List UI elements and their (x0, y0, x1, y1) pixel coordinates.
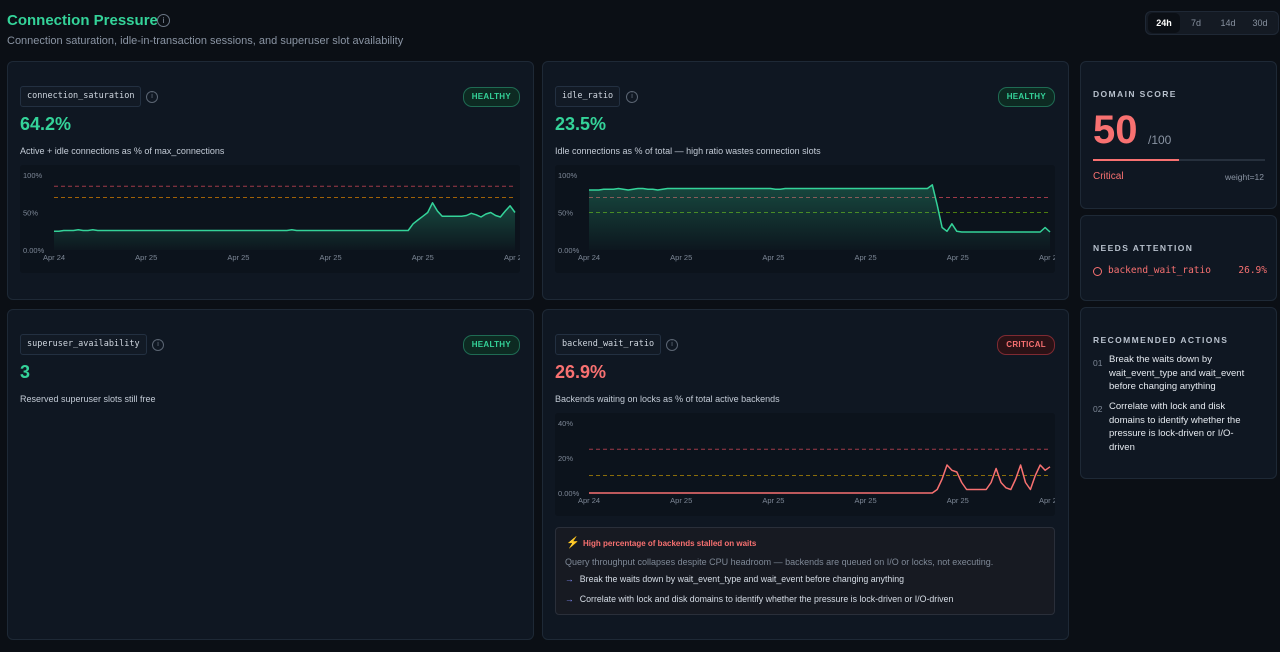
x-tick-label: Apr 25 (762, 253, 784, 262)
series-area (54, 202, 515, 250)
info-icon[interactable]: i (152, 339, 164, 351)
info-icon[interactable]: i (146, 91, 158, 103)
needs-attention-label: NEEDS ATTENTION (1093, 243, 1194, 253)
domain-score-panel: DOMAIN SCORE 50 /100 Critical weight=12 (1080, 61, 1277, 209)
arrow-right-icon: → (565, 574, 574, 584)
domain-score-weight: weight=12 (1225, 172, 1264, 182)
y-tick-label: 100% (558, 171, 578, 180)
x-tick-label: Apr 25 (135, 253, 157, 262)
alert-text: Query throughput collapses despite CPU h… (565, 557, 994, 567)
action-number: 01 (1093, 358, 1103, 368)
action-number: 02 (1093, 404, 1103, 414)
metric-name-tag: superuser_availability (20, 334, 147, 355)
x-tick-label: Apr 25 (1039, 253, 1055, 262)
page-subtitle: Connection saturation, idle-in-transacti… (7, 35, 404, 47)
action-text: Correlate with lock and disk domains to … (1109, 401, 1241, 453)
x-tick-label: Apr 24 (43, 253, 65, 262)
chart-background (555, 413, 1055, 516)
page-title: Connection Pressure (7, 12, 158, 29)
range-tab-7d[interactable]: 7d (1190, 18, 1201, 28)
metric-value: 23.5% (555, 114, 607, 134)
series-line (589, 184, 1051, 233)
alert-box: ⚡ High percentage of backends stalled on… (555, 527, 1055, 615)
range-tab-30d[interactable]: 30d (1252, 18, 1268, 28)
x-tick-label: Apr 25 (227, 253, 249, 262)
alert-circle-icon (1093, 267, 1102, 276)
recommended-actions-panel: RECOMMENDED ACTIONS 01 Break the waits d… (1080, 307, 1277, 479)
x-tick-label: Apr 24 (578, 496, 600, 505)
metric-card-superuser-availability: superuser_availability i HEALTHY 3 Reser… (7, 309, 534, 640)
status-badge: HEALTHY (462, 335, 520, 355)
series-area (589, 184, 1050, 250)
domain-score-max: /100 (1148, 133, 1172, 147)
needs-attention-panel: NEEDS ATTENTION backend_wait_ratio 26.9% (1080, 215, 1277, 301)
info-icon[interactable]: i (626, 91, 638, 103)
x-tick-label: Apr 24 (578, 253, 600, 262)
x-tick-label: Apr 25 (670, 253, 692, 262)
metric-value: 64.2% (20, 114, 72, 134)
domain-score-progress-bar (1093, 159, 1265, 161)
attention-item[interactable]: backend_wait_ratio 26.9% (1093, 265, 1267, 279)
idle-ratio-chart: 100% 50% 0.00%Apr 24 Apr 25 Apr 25 Apr 25 Apr … (555, 165, 1055, 273)
x-tick-label: Apr 25 (947, 253, 969, 262)
y-tick-label: 50% (23, 209, 38, 218)
metric-description: Idle connections as % of total — high ra… (555, 146, 821, 156)
metric-value: 26.9% (555, 362, 607, 382)
metric-description: Active + idle connections as % of max_co… (20, 146, 225, 156)
metric-name-tag: connection_saturation (20, 86, 142, 107)
domain-score-status: Critical (1093, 171, 1124, 182)
metric-name-tag: idle_ratio (555, 86, 621, 107)
metric-card-connection-saturation: connection_saturation i HEALTHY 64.2% Ac… (7, 61, 534, 300)
domain-score-value: 50 (1093, 108, 1138, 152)
time-range-tabs: 24h 7d 14d 30d (1145, 11, 1279, 35)
x-tick-label: Apr 25 (855, 253, 877, 262)
domain-score-label: DOMAIN SCORE (1093, 89, 1177, 99)
lightning-icon: ⚡ (566, 537, 580, 549)
series-line (589, 464, 1051, 494)
range-tab-14d[interactable]: 14d (1220, 18, 1236, 28)
alert-action-text: Correlate with lock and disk domains to … (579, 594, 954, 604)
metric-value: 3 (20, 362, 31, 382)
y-tick-label: 50% (558, 209, 573, 218)
x-tick-label: Apr 25 (320, 253, 342, 262)
action-text: Break the waits down by wait_event_type … (1109, 354, 1245, 392)
y-tick-label: 20% (558, 454, 573, 463)
backend-wait-ratio-chart: 40% 20% 0.00%Apr 24 Apr 25 Apr 25 Apr 25 Apr 2… (555, 413, 1055, 516)
alert-action-text: Break the waits down by wait_event_type … (579, 574, 905, 584)
alert-action-item: → Correlate with lock and disk domains to… (565, 594, 953, 604)
y-tick-label: 0.00% (558, 246, 580, 255)
attention-item-value: 26.9% (1238, 265, 1267, 276)
domain-score-progress-fill (1093, 159, 1179, 161)
y-tick-label: 100% (23, 171, 43, 180)
y-tick-label: 40% (558, 419, 573, 428)
info-icon[interactable]: i (666, 339, 678, 351)
x-tick-label: Apr 25 (762, 496, 784, 505)
alert-action-item: → Break the waits down by wait_event_type… (565, 574, 904, 584)
recommended-actions-label: RECOMMENDED ACTIONS (1093, 335, 1229, 345)
metric-description: Reserved superuser slots still free (20, 394, 156, 404)
x-tick-label: Apr 25 (412, 253, 434, 262)
y-tick-label: 0.00% (558, 489, 580, 498)
x-tick-label: Apr 25 (947, 496, 969, 505)
alert-title: High percentage of backends stalled on w… (583, 539, 757, 548)
y-tick-label: 0.00% (23, 246, 45, 255)
arrow-right-icon: → (565, 594, 574, 604)
range-tab-24h[interactable]: 24h (1148, 13, 1180, 33)
series-line (54, 202, 516, 233)
info-icon[interactable]: i (157, 14, 170, 27)
x-tick-label: Apr 25 (855, 496, 877, 505)
page-header: Connection Pressure i Connection saturat… (7, 8, 1279, 52)
status-badge: HEALTHY (462, 87, 520, 107)
attention-item-name: backend_wait_ratio (1108, 265, 1211, 276)
metric-name-tag: backend_wait_ratio (555, 334, 662, 355)
x-tick-label: Apr 25 (670, 496, 692, 505)
metric-card-backend-wait-ratio: backend_wait_ratio i CRITICAL 26.9% Back… (542, 309, 1069, 640)
metric-description: Backends waiting on locks as % of total … (555, 394, 780, 404)
x-tick-label: Apr 25 (1039, 496, 1055, 505)
status-badge: HEALTHY (997, 87, 1055, 107)
status-badge: CRITICAL (997, 335, 1055, 355)
x-tick-label: Apr 25 (504, 253, 520, 262)
metric-card-idle-ratio: idle_ratio i HEALTHY 23.5% Idle connecti… (542, 61, 1069, 300)
connection-saturation-chart: 100% 50% 0.00%Apr 24 Apr 25 Apr 25 Apr 25 Apr … (20, 165, 520, 273)
